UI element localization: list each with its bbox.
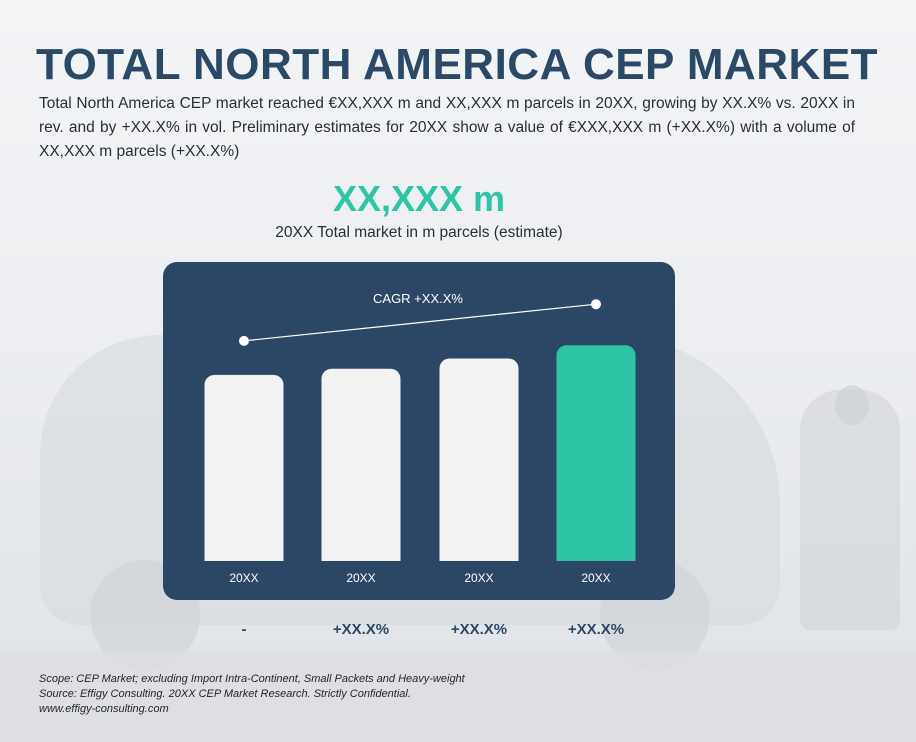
- x-tick-label: 20XX: [464, 571, 493, 585]
- page-title: TOTAL NORTH AMERICA CEP MARKET: [36, 40, 879, 89]
- cagr-line: [243, 303, 597, 342]
- bar-3: [439, 358, 519, 561]
- x-tick-label: 20XX: [229, 571, 258, 585]
- growth-label: -: [241, 621, 247, 638]
- cagr-end-dot: [591, 299, 601, 310]
- headline-value: XX,XXX m: [332, 178, 506, 219]
- cagr-label: CAGR +XX.X%: [373, 291, 463, 306]
- cagr-start-dot: [239, 335, 249, 346]
- footer-source: Source: Effigy Consulting. 20XX CEP Mark…: [39, 688, 411, 700]
- bar-2: [321, 368, 401, 561]
- footer-scope: Scope: CEP Market; excluding Import Intr…: [39, 673, 465, 685]
- market-description: Total North America CEP market reached €…: [39, 95, 855, 160]
- bar-base-2: [321, 549, 401, 561]
- x-tick-label: 20XX: [346, 571, 375, 585]
- footer: Scope: CEP Market; excluding Import Intr…: [0, 650, 916, 742]
- chart-panel: 20XX 20XX 20XX 20XX CAGR +XX.X%: [163, 262, 675, 600]
- background-person-head: [835, 385, 869, 425]
- growth-label: +XX.X%: [450, 621, 508, 638]
- background-person-silhouette: [800, 390, 900, 630]
- footer-url[interactable]: www.effigy-consulting.com: [39, 703, 169, 715]
- bar-4: [556, 345, 636, 561]
- bar-base-4: [556, 549, 636, 561]
- bar-base-1: [204, 549, 284, 561]
- bar-chart: 20XX 20XX 20XX 20XX CAGR +XX.X%: [204, 291, 636, 585]
- growth-label: +XX.X%: [332, 621, 390, 638]
- x-tick-label: 20XX: [581, 571, 610, 585]
- bar-base-3: [439, 549, 519, 561]
- bar-1: [204, 374, 284, 561]
- growth-label: +XX.X%: [567, 621, 625, 638]
- headline-caption: 20XX Total market in m parcels (estimate…: [275, 224, 563, 241]
